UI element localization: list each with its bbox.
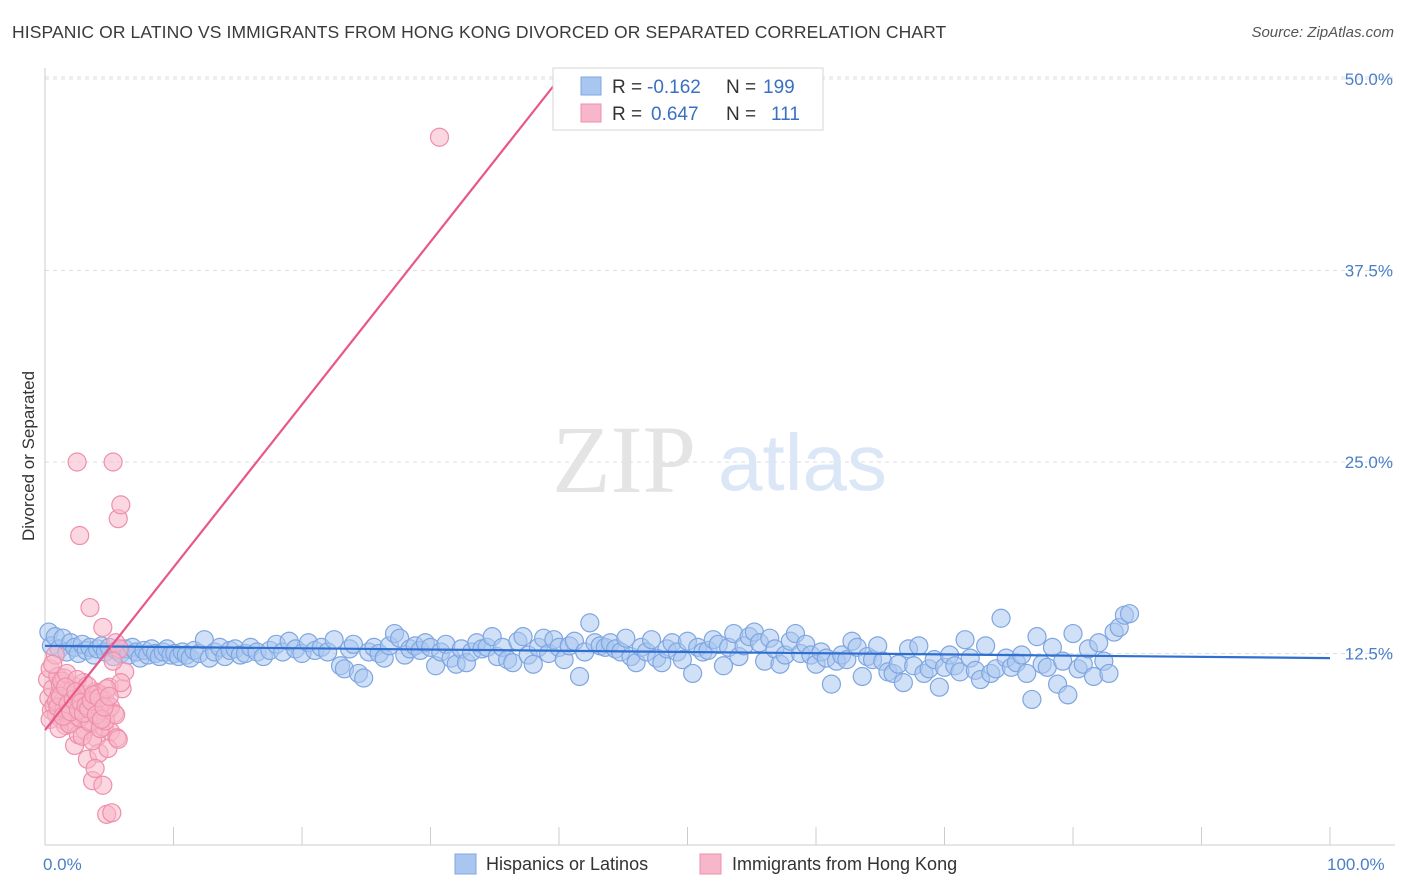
- hispanics-point-40: [194, 630, 214, 650]
- stats-blue-n-value: 199: [763, 77, 795, 98]
- hongkong-point-25: [70, 525, 90, 546]
- legend-label-hispanics: Hispanics or Latinos: [486, 854, 648, 874]
- hongkong-point-43: [93, 617, 113, 638]
- stats-blue-n-label: N =: [726, 77, 756, 98]
- hispanics-point-112: [580, 613, 600, 633]
- hispanics-point-165: [852, 666, 872, 687]
- hispanics-point-68: [354, 668, 374, 688]
- hispanics-point-206: [1063, 623, 1083, 644]
- x-tick-label-min: 0.0%: [43, 855, 82, 874]
- hispanics-point-189: [976, 636, 996, 656]
- hispanics-point-101: [523, 654, 543, 674]
- series-hispanics-points: [39, 604, 1140, 710]
- hongkong-point-80: [93, 775, 113, 795]
- legend-swatch-hongkong: [699, 853, 722, 875]
- hispanics-point-192: [991, 608, 1011, 628]
- stats-blue-r-value: -0.162: [647, 77, 701, 98]
- hongkong-point-50: [102, 803, 122, 823]
- hispanics-point-180: [929, 677, 949, 697]
- trend-lines: [44, 78, 1331, 731]
- stats-legend-swatch-blue: [580, 76, 602, 96]
- hispanics-point-210: [1083, 666, 1104, 687]
- y-tick-label-1: 25.0%: [1345, 453, 1393, 472]
- hispanics-point-198: [1022, 689, 1042, 710]
- source-credit: Source: ZipAtlas.com: [1251, 24, 1394, 41]
- series-hongkong-points: [37, 127, 450, 824]
- stats-pink-r-label: R =: [612, 104, 642, 125]
- hispanics-point-119: [616, 628, 636, 648]
- hispanics-point-130: [672, 650, 692, 670]
- hispanics-point-138: [713, 656, 734, 676]
- series-legend: Hispanics or Latinos Immigrants from Hon…: [454, 853, 957, 875]
- hispanics-point-173: [893, 673, 913, 693]
- legend-swatch-hispanics: [454, 853, 477, 875]
- hispanics-point-205: [1058, 685, 1078, 705]
- y-tick-label-2: 37.5%: [1345, 262, 1393, 281]
- hispanics-point-197: [1017, 663, 1037, 684]
- hispanics-trend-line: [44, 644, 1331, 660]
- y-tick-label-3: 50.0%: [1345, 70, 1393, 89]
- stats-pink-n-label: N =: [726, 104, 756, 125]
- hongkong-point-89: [429, 127, 450, 147]
- hongkong-point-51: [103, 452, 123, 472]
- stats-blue-r-label: R =: [612, 77, 642, 98]
- y-tick-label-0: 12.5%: [1345, 645, 1393, 664]
- hispanics-point-217: [1119, 604, 1140, 624]
- hongkong-point-57: [111, 495, 131, 515]
- stats-pink-n-value: 111: [771, 104, 800, 125]
- hispanics-point-211: [1089, 633, 1109, 653]
- stats-legend-swatch-pink: [580, 103, 602, 123]
- hispanics-point-110: [569, 666, 590, 687]
- x-tick-label-max: 100.0%: [1327, 855, 1385, 874]
- hispanics-point-132: [683, 663, 703, 684]
- hispanics-point-97: [503, 653, 523, 673]
- y-axis-label: Divorced or Separated: [19, 371, 38, 541]
- watermark-zip: ZIP: [552, 406, 696, 513]
- hongkong-point-33: [80, 597, 100, 618]
- hispanics-point-159: [821, 674, 842, 694]
- gridlines: [45, 76, 1393, 654]
- hongkong-trend-line: [44, 78, 560, 731]
- stats-legend: R = -0.162 N = 199 R = 0.647 N = 111: [552, 67, 824, 131]
- hispanics-point-99: [513, 627, 533, 647]
- stats-pink-r-value: 0.647: [651, 104, 699, 125]
- hispanics-point-176: [909, 636, 929, 656]
- hongkong-point-88: [67, 452, 87, 472]
- y-tick-labels: 12.5% 25.0% 37.5% 50.0%: [1345, 70, 1393, 664]
- hispanics-point-124: [641, 630, 662, 650]
- hongkong-point-110: [99, 686, 119, 706]
- legend-label-hongkong: Immigrants from Hong Kong: [732, 854, 957, 874]
- hispanics-point-185: [955, 630, 975, 650]
- hongkong-point-61: [43, 654, 63, 674]
- watermark-atlas: atlas: [718, 418, 887, 507]
- hongkong-point-84: [103, 651, 123, 671]
- hongkong-point-77: [85, 758, 105, 779]
- hispanics-point-199: [1027, 627, 1047, 647]
- hispanics-point-162: [837, 650, 857, 670]
- hongkong-point-86: [108, 729, 128, 749]
- chart-title: HISPANIC OR LATINO VS IMMIGRANTS FROM HO…: [12, 22, 947, 42]
- hispanics-point-213: [1099, 663, 1119, 684]
